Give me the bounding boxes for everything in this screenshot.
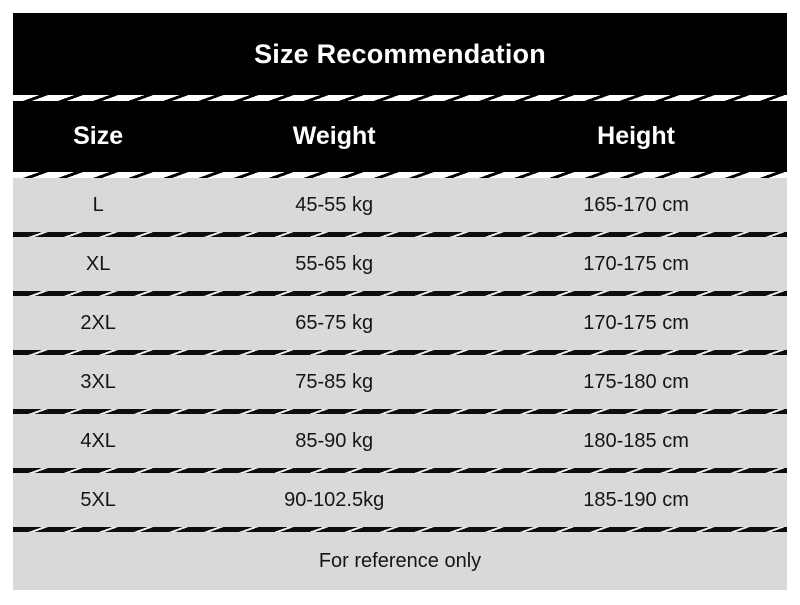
size-cell: 2XL — [80, 311, 116, 334]
footnote-row: For reference only — [13, 532, 787, 590]
row-divider — [13, 291, 787, 296]
table-row: XL 55-65 kg 170-175 cm — [13, 237, 787, 291]
column-header-height: Height — [597, 122, 675, 150]
table-row: 3XL 75-85 kg 175-180 cm — [13, 355, 787, 409]
size-cell: XL — [85, 252, 111, 275]
table-title: Size Recommendation — [254, 38, 546, 69]
size-cell: L — [92, 193, 104, 216]
row-divider — [13, 350, 787, 355]
table-row: 5XL 90-102.5kg 185-190 cm — [13, 473, 787, 527]
table-body: L 45-55 kg 165-170 cm XL 55-65 kg 170-17… — [13, 178, 787, 532]
row-divider — [13, 527, 787, 532]
height-cell: 175-180 cm — [583, 370, 689, 393]
band-divider — [13, 95, 787, 101]
height-cell: 170-175 cm — [583, 252, 689, 275]
weight-cell: 45-55 kg — [295, 193, 374, 216]
column-header-weight: Weight — [292, 122, 376, 150]
weight-cell: 90-102.5kg — [284, 488, 385, 511]
column-header-size: Size — [73, 122, 124, 150]
height-cell: 180-185 cm — [583, 429, 689, 452]
table-row: L 45-55 kg 165-170 cm — [13, 178, 787, 232]
weight-cell: 75-85 kg — [295, 370, 374, 393]
footnote-text: For reference only — [318, 549, 482, 572]
height-cell: 165-170 cm — [583, 193, 689, 216]
weight-cell: 85-90 kg — [295, 429, 374, 452]
size-recommendation-table: Size Recommendation Size Weight Height L… — [13, 13, 787, 590]
height-cell: 170-175 cm — [583, 311, 689, 334]
band-divider — [13, 172, 787, 178]
weight-cell: 65-75 kg — [295, 311, 374, 334]
row-divider — [13, 232, 787, 237]
row-divider — [13, 468, 787, 473]
height-cell: 185-190 cm — [583, 488, 689, 511]
column-header-row: Size Weight Height — [13, 101, 787, 172]
table-row: 2XL 65-75 kg 170-175 cm — [13, 296, 787, 350]
weight-cell: 55-65 kg — [295, 252, 374, 275]
size-cell: 5XL — [80, 488, 116, 511]
size-cell: 3XL — [80, 370, 116, 393]
table-row: 4XL 85-90 kg 180-185 cm — [13, 414, 787, 468]
size-cell: 4XL — [80, 429, 116, 452]
row-divider — [13, 409, 787, 414]
table-title-band: Size Recommendation — [13, 13, 787, 95]
